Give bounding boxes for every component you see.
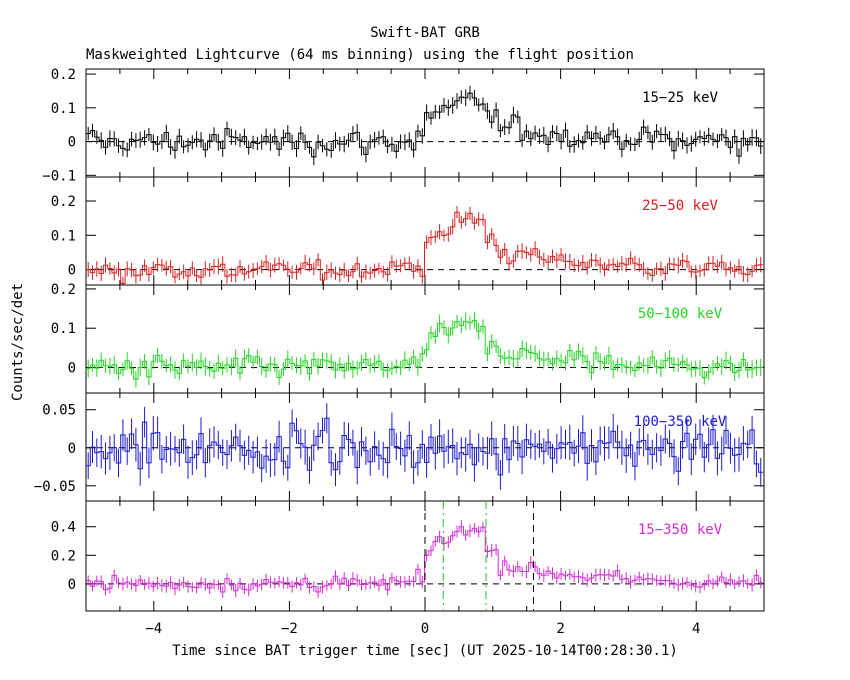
chart-subtitle: Maskweighted Lightcurve (64 ms binning) … (86, 47, 634, 63)
series-line (86, 319, 763, 380)
y-tick-label: 0 (68, 360, 76, 376)
series-group (86, 206, 763, 285)
series-line (86, 211, 763, 284)
series-line (86, 92, 763, 158)
energy-band-label: 100−350 keV (634, 414, 727, 430)
y-tick-label: 0 (68, 135, 76, 151)
y-tick-label: 0 (68, 441, 76, 457)
panel-15-350-kev: 0 0.2 0.4 15−350 keV −4 −2 0 2 4 (51, 500, 765, 637)
x-tick-label: 2 (556, 621, 564, 637)
y-tick-label: 0.1 (51, 228, 76, 244)
panels-group: −0.1 0 0.1 0.2 15−25 keV 0 0.1 0.2 25−50 keV 0 0.1… (34, 67, 765, 637)
y-tick-label: 0.2 (51, 67, 76, 83)
error-bars (87, 206, 762, 285)
y-tick-label: −0.1 (42, 168, 76, 184)
y-tick-label: 0.2 (51, 282, 76, 298)
series-group (86, 403, 763, 490)
error-bars (87, 85, 762, 166)
energy-band-label: 15−25 keV (642, 90, 718, 106)
error-bars (87, 403, 762, 490)
y-tick-label: 0.1 (51, 321, 76, 337)
y-tick-label: 0 (68, 577, 76, 593)
series-group (86, 501, 763, 611)
x-tick-label: −4 (145, 621, 162, 637)
panel-25-50-kev: 0 0.1 0.2 25−50 keV (51, 176, 765, 286)
panel-frame (85, 284, 765, 394)
y-tick-label: 0 (68, 263, 76, 279)
panel-50-100-kev: 0 0.1 0.2 50−100 keV (51, 282, 765, 394)
panel-100-350-kev: −0.05 0 0.05 100−350 keV (34, 392, 765, 502)
x-axis-label: Time since BAT trigger time [sec] (UT 20… (172, 643, 678, 659)
x-tick-label: −2 (281, 621, 298, 637)
energy-band-label: 15−350 keV (638, 522, 723, 538)
y-tick-label: −0.05 (34, 479, 76, 495)
y-axis-label: Counts/sec/det (10, 283, 26, 401)
series-line (86, 417, 763, 476)
error-bars (87, 520, 762, 599)
x-tick-label: 0 (421, 621, 429, 637)
series-group (86, 85, 763, 166)
y-tick-label: 0.2 (51, 548, 76, 564)
y-tick-label: 0.4 (51, 520, 76, 536)
y-tick-label: 0.05 (42, 403, 76, 419)
y-tick-label: 0.2 (51, 194, 76, 210)
panel-15-25-kev: −0.1 0 0.1 0.2 15−25 keV (42, 67, 765, 184)
x-tick-label: 4 (692, 621, 700, 637)
error-bars (87, 312, 762, 388)
chart-title: Swift-BAT GRB (370, 25, 480, 41)
energy-band-label: 25−50 keV (642, 198, 718, 214)
energy-band-label: 50−100 keV (638, 306, 723, 322)
series-group (86, 312, 763, 388)
y-tick-label: 0.1 (51, 101, 76, 117)
